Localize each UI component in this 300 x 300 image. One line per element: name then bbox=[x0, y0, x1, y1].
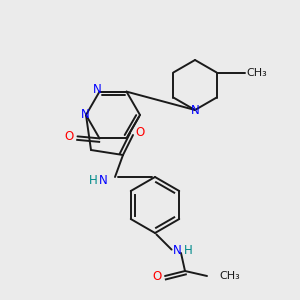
Text: N: N bbox=[93, 83, 102, 96]
Text: H: H bbox=[184, 244, 192, 257]
Text: CH₃: CH₃ bbox=[219, 271, 240, 281]
Text: H: H bbox=[88, 173, 98, 187]
Text: N: N bbox=[190, 103, 200, 116]
Text: N: N bbox=[172, 244, 182, 257]
Text: N: N bbox=[81, 109, 89, 122]
Text: O: O bbox=[135, 127, 145, 140]
Text: CH₃: CH₃ bbox=[247, 68, 267, 77]
Text: O: O bbox=[152, 269, 162, 283]
Text: O: O bbox=[65, 130, 74, 143]
Text: N: N bbox=[99, 173, 107, 187]
